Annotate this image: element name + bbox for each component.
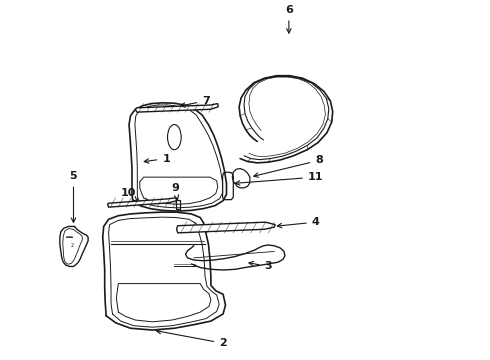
Text: 5: 5 — [70, 171, 77, 222]
Text: 8: 8 — [254, 156, 323, 177]
Text: 9: 9 — [171, 183, 179, 199]
Text: 2: 2 — [71, 243, 74, 248]
Text: 4: 4 — [277, 217, 319, 228]
Polygon shape — [177, 222, 275, 233]
Text: 1: 1 — [144, 154, 170, 163]
Polygon shape — [108, 198, 177, 207]
Text: 6: 6 — [285, 5, 293, 33]
Text: 2: 2 — [156, 329, 227, 348]
Text: 10: 10 — [121, 188, 137, 201]
Text: 11: 11 — [235, 172, 323, 185]
Polygon shape — [135, 104, 218, 112]
Text: 7: 7 — [181, 96, 210, 107]
Text: 3: 3 — [249, 261, 272, 271]
